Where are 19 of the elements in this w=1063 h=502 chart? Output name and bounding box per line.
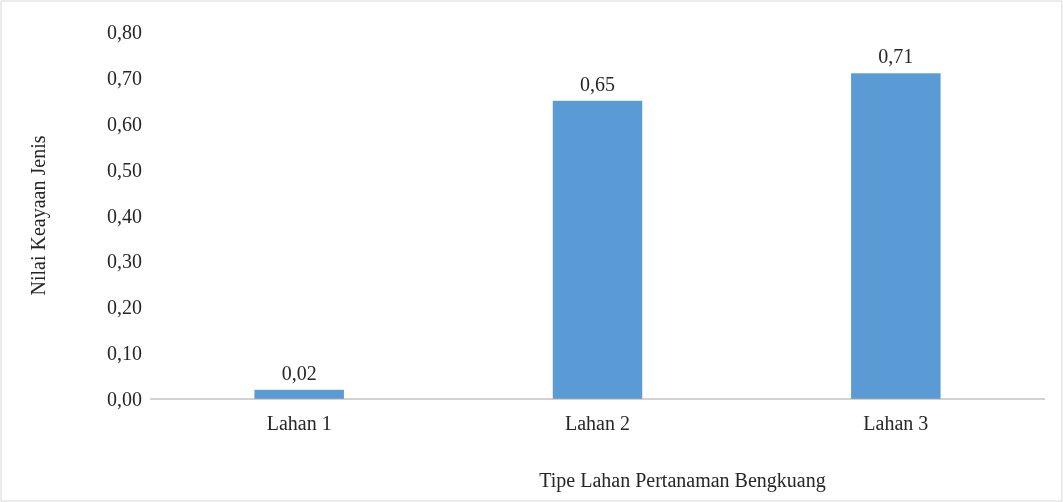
x-tick-label: Lahan 1	[266, 412, 332, 434]
data-label: 0,02	[281, 361, 317, 384]
data-label: 0,65	[580, 72, 615, 95]
bar	[552, 100, 643, 399]
bar	[851, 73, 941, 399]
y-tick-label: 0,80	[107, 21, 142, 43]
x-tick-label: Lahan 3	[863, 412, 929, 434]
y-tick-label: 0,00	[107, 388, 142, 410]
y-tick-label: 0,40	[107, 204, 142, 227]
data-label: 0,71	[878, 45, 914, 68]
y-tick-label: 0,10	[107, 342, 142, 365]
y-tick-label: 0,20	[107, 296, 142, 319]
y-tick-label: 0,50	[107, 158, 142, 181]
x-axis-title: Tipe Lahan Pertanaman Bengkuang	[539, 469, 826, 492]
y-tick-label: 0,30	[107, 250, 142, 273]
y-tick-label: 0,70	[107, 66, 142, 89]
y-tick-label: 0,60	[107, 112, 142, 135]
x-tick-label: Lahan 2	[565, 412, 630, 434]
y-axis-title: Nilai Keayaan Jenis	[27, 135, 50, 296]
